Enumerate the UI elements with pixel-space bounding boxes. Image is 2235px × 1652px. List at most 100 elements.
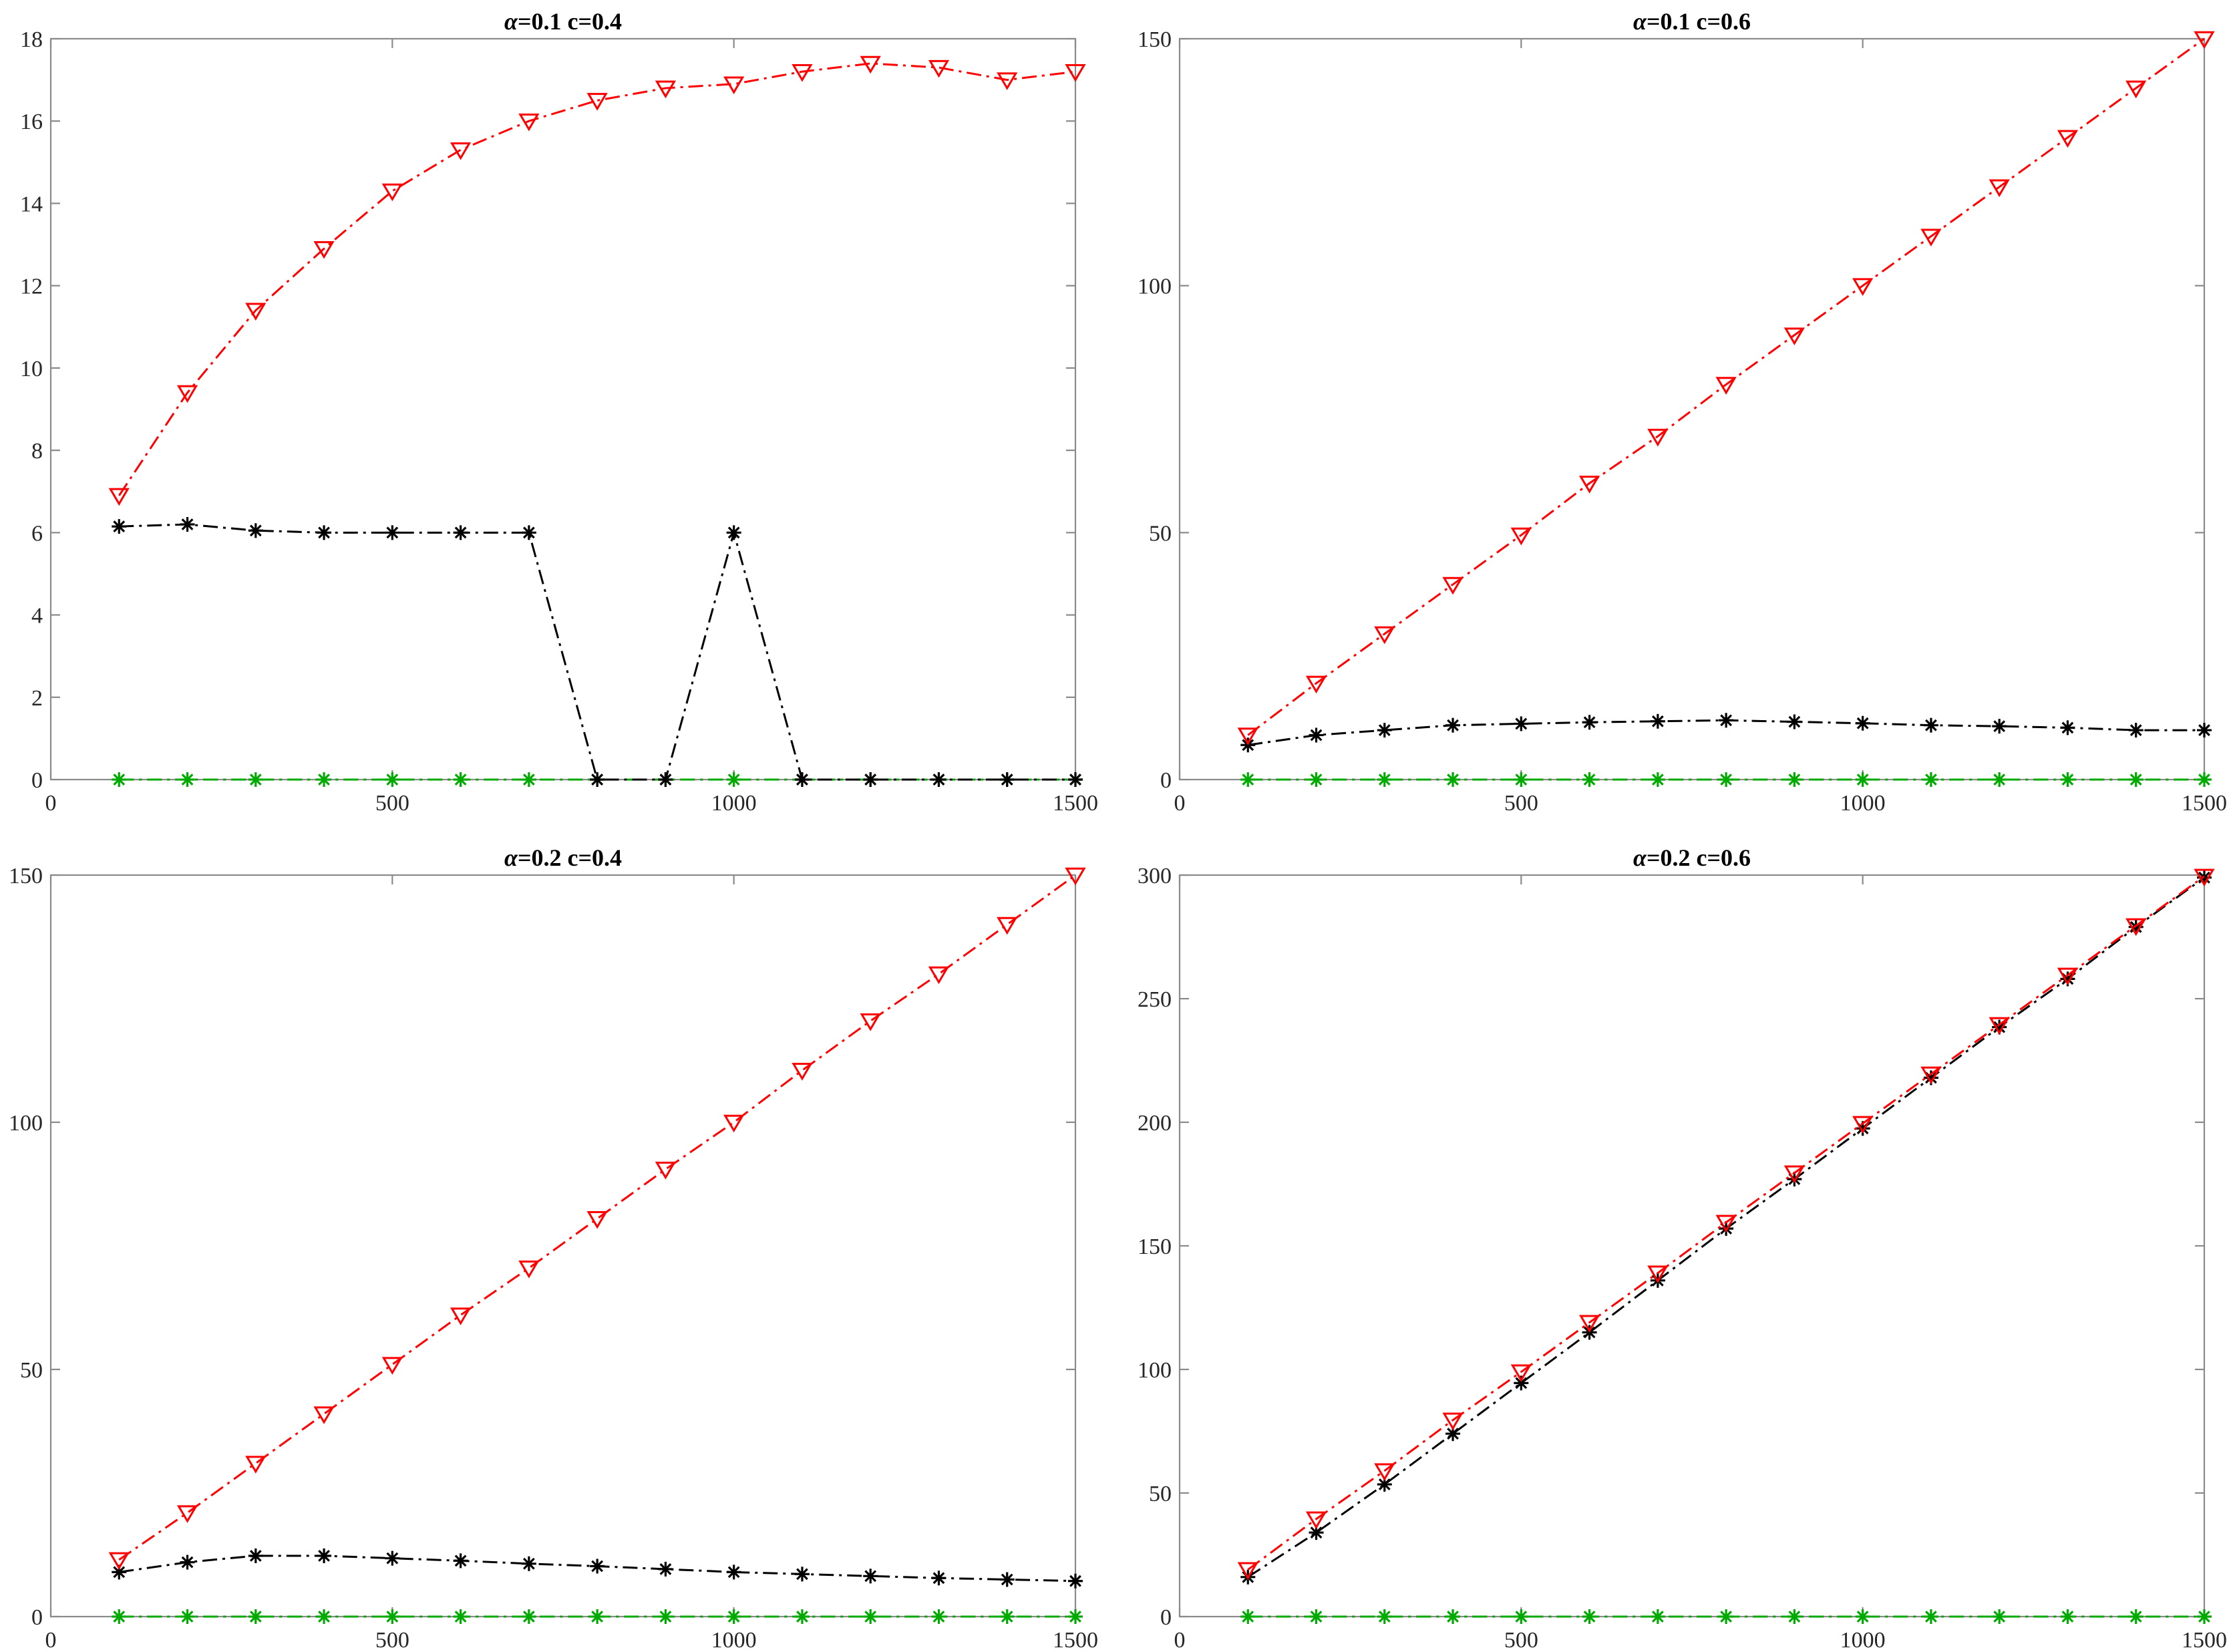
- series-3-point: [1650, 1609, 1665, 1624]
- title-text: =0.2 c=0.4: [518, 844, 622, 871]
- series-3-point: [863, 1609, 878, 1624]
- series-1-point: [1715, 377, 1737, 395]
- series-3-point: [317, 772, 332, 787]
- series-1-point: [1237, 727, 1258, 746]
- series-3-point: [1719, 772, 1734, 787]
- series-1-point: [2057, 130, 2079, 148]
- series-2-point: [112, 1564, 127, 1580]
- series-1-point: [381, 183, 403, 202]
- series-2-point: [1068, 772, 1083, 787]
- series-1-point: [2057, 967, 2079, 986]
- series-3-point: [112, 772, 127, 787]
- y-tick-label: 100: [1138, 1358, 1172, 1383]
- series-2-point: [1992, 719, 2007, 734]
- series-2: [112, 1548, 1083, 1589]
- series-1-line: [1247, 37, 2205, 736]
- series-1-point: [1442, 1412, 1464, 1431]
- series-1: [108, 867, 1086, 1571]
- y-tick-label: 14: [20, 192, 43, 216]
- series-2-point: [453, 1553, 468, 1568]
- series-1-point: [1510, 527, 1532, 546]
- series-3-point: [931, 1609, 947, 1624]
- series-3-point: [1377, 772, 1392, 787]
- series-3-point: [2197, 772, 2212, 787]
- x-tick-label: 0: [45, 1628, 57, 1652]
- series-2-point: [658, 772, 673, 787]
- series-1-point: [723, 1114, 745, 1133]
- series-1: [1237, 31, 2215, 746]
- series-3-point: [1240, 772, 1256, 787]
- series-3-point: [2060, 1609, 2075, 1624]
- series-3-point: [248, 1609, 263, 1624]
- series-1-point: [176, 385, 198, 403]
- series-3-point: [1068, 1609, 1083, 1624]
- x-tick-label: 500: [375, 791, 409, 816]
- y-tick-label: 8: [31, 439, 43, 464]
- series-2-point: [180, 1554, 195, 1570]
- series-2-point: [726, 1564, 741, 1580]
- series-3-point: [1377, 1609, 1392, 1624]
- x-tick-label: 1000: [711, 791, 757, 816]
- series-1-point: [1783, 327, 1806, 345]
- x-tick-label: 0: [1174, 791, 1186, 816]
- series-1-point: [1783, 1165, 1806, 1184]
- series-2-point: [658, 1561, 673, 1577]
- series-1-point: [1065, 867, 1086, 886]
- y-tick-label: 100: [1138, 275, 1172, 299]
- series-1-point: [1237, 1562, 1258, 1581]
- series-3-point: [453, 1609, 468, 1624]
- series-2-point: [726, 525, 741, 540]
- series-3-point: [453, 772, 468, 787]
- subplot-title: α=0.2 c=0.6: [1633, 844, 1751, 871]
- series-3-point: [521, 772, 536, 787]
- subplot-4: α=0.2 c=0.6 0 500 1000 1500 0 50 100 150 200 250 30…: [1138, 844, 2227, 1652]
- series-3-point: [1787, 772, 1802, 787]
- y-tick-label: 4: [31, 604, 43, 629]
- series-2-line: [119, 523, 1075, 781]
- series-2-point: [1068, 1573, 1083, 1589]
- series-2-point: [317, 1548, 332, 1563]
- series-3-point: [1855, 772, 1870, 787]
- series-3-point: [112, 1609, 127, 1624]
- series-3-point: [1923, 1609, 1938, 1624]
- series-1-point: [928, 966, 950, 985]
- series-1-point: [655, 80, 677, 99]
- series-2-point: [1923, 717, 1938, 733]
- axes-box: [49, 37, 1077, 781]
- series-3-point: [1309, 772, 1324, 787]
- series-1-point: [792, 1063, 813, 1081]
- series-1-point: [450, 142, 472, 160]
- y-tick-label: 12: [20, 275, 43, 299]
- series-3-point: [1582, 772, 1597, 787]
- y-tick-label: 150: [1138, 27, 1172, 52]
- series-3: [1240, 1609, 2212, 1624]
- series-3-point: [180, 772, 195, 787]
- series-3-point: [2128, 772, 2143, 787]
- title-text: =0.2 c=0.6: [1647, 844, 1751, 871]
- series-1-point: [723, 76, 745, 95]
- series-1: [1237, 868, 2215, 1581]
- series-1-point: [1065, 64, 1086, 82]
- y-tick-label: 200: [1138, 1111, 1172, 1136]
- series-3-point: [794, 1609, 810, 1624]
- y-tick-label: 6: [31, 521, 43, 546]
- series-3-point: [385, 1609, 400, 1624]
- series-2-point: [1514, 1375, 1529, 1391]
- series-3-point: [1787, 1609, 1802, 1624]
- series-1-point: [1647, 428, 1669, 447]
- series-1-point: [1374, 626, 1395, 645]
- series-1-line: [118, 62, 1076, 496]
- series-2-point: [931, 1571, 947, 1586]
- x-tick-label: 0: [1174, 1628, 1186, 1652]
- series-1-point: [518, 1261, 540, 1279]
- y-tick-label: 150: [9, 864, 43, 888]
- y-tick-label: 150: [1138, 1234, 1172, 1259]
- series-1-point: [2194, 31, 2215, 49]
- y-tick-label: 0: [1160, 768, 1172, 793]
- x-tick-label: 1000: [1840, 791, 1886, 816]
- y-tick-label: 16: [20, 110, 43, 134]
- series-1-point: [1647, 1265, 1669, 1284]
- series-1-point: [1989, 179, 2010, 198]
- series-2-point: [863, 772, 878, 787]
